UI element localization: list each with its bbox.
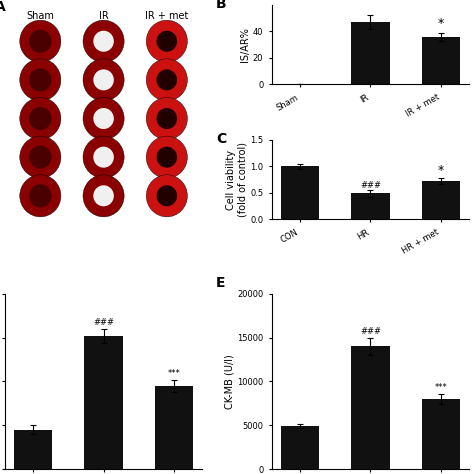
Ellipse shape <box>83 59 124 101</box>
Bar <box>351 193 390 219</box>
Ellipse shape <box>93 185 114 206</box>
Ellipse shape <box>156 185 177 206</box>
Y-axis label: CK-MB (U/l): CK-MB (U/l) <box>224 354 234 409</box>
Ellipse shape <box>20 20 61 62</box>
Ellipse shape <box>93 146 114 168</box>
Text: IR + met: IR + met <box>145 11 189 21</box>
Text: *: * <box>438 17 444 30</box>
Text: ***: *** <box>168 369 181 378</box>
Text: E: E <box>216 276 226 290</box>
Bar <box>155 386 193 469</box>
Y-axis label: Cell viability
(fold of control): Cell viability (fold of control) <box>226 142 247 217</box>
Ellipse shape <box>83 175 124 217</box>
Text: ###: ### <box>360 327 381 336</box>
Ellipse shape <box>29 30 52 53</box>
Ellipse shape <box>20 59 61 101</box>
Ellipse shape <box>29 146 52 169</box>
Ellipse shape <box>156 31 177 52</box>
Ellipse shape <box>146 59 187 101</box>
Ellipse shape <box>29 68 52 91</box>
Ellipse shape <box>156 108 177 129</box>
Ellipse shape <box>93 108 114 129</box>
Bar <box>351 22 390 84</box>
Bar <box>14 430 53 469</box>
Y-axis label: IS/AR%: IS/AR% <box>240 27 250 62</box>
Bar <box>281 426 319 469</box>
Ellipse shape <box>83 136 124 178</box>
Ellipse shape <box>20 136 61 178</box>
Text: C: C <box>216 132 227 146</box>
Bar <box>421 399 460 469</box>
Ellipse shape <box>83 20 124 62</box>
Ellipse shape <box>146 98 187 139</box>
Text: A: A <box>0 0 6 14</box>
Ellipse shape <box>29 184 52 208</box>
Text: *: * <box>438 164 444 177</box>
Ellipse shape <box>20 98 61 139</box>
Ellipse shape <box>146 175 187 217</box>
Bar <box>281 166 319 219</box>
Ellipse shape <box>156 69 177 91</box>
Bar <box>421 36 460 84</box>
Ellipse shape <box>29 107 52 130</box>
Text: ***: *** <box>435 383 447 392</box>
Text: IR: IR <box>99 11 109 21</box>
Ellipse shape <box>156 146 177 168</box>
Bar <box>351 346 390 469</box>
Text: B: B <box>216 0 227 11</box>
Ellipse shape <box>93 31 114 52</box>
Ellipse shape <box>83 98 124 139</box>
Text: ###: ### <box>93 318 114 327</box>
Ellipse shape <box>93 69 114 91</box>
Ellipse shape <box>146 20 187 62</box>
Text: ###: ### <box>360 181 381 190</box>
Text: Sham: Sham <box>27 11 54 21</box>
Bar <box>421 181 460 219</box>
Bar <box>84 336 123 469</box>
Ellipse shape <box>146 136 187 178</box>
Ellipse shape <box>20 175 61 217</box>
